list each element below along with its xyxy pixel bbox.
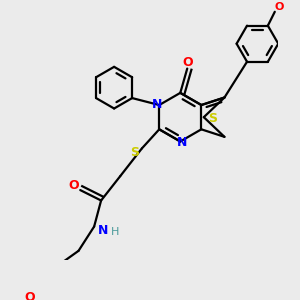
Text: O: O: [274, 2, 284, 12]
Text: O: O: [25, 291, 35, 300]
Text: O: O: [68, 179, 79, 192]
Text: S: S: [130, 146, 140, 159]
Text: O: O: [182, 56, 193, 69]
Text: S: S: [208, 112, 217, 125]
Text: N: N: [152, 98, 163, 111]
Text: N: N: [177, 136, 187, 149]
Text: N: N: [98, 224, 108, 237]
Text: H: H: [111, 227, 119, 237]
